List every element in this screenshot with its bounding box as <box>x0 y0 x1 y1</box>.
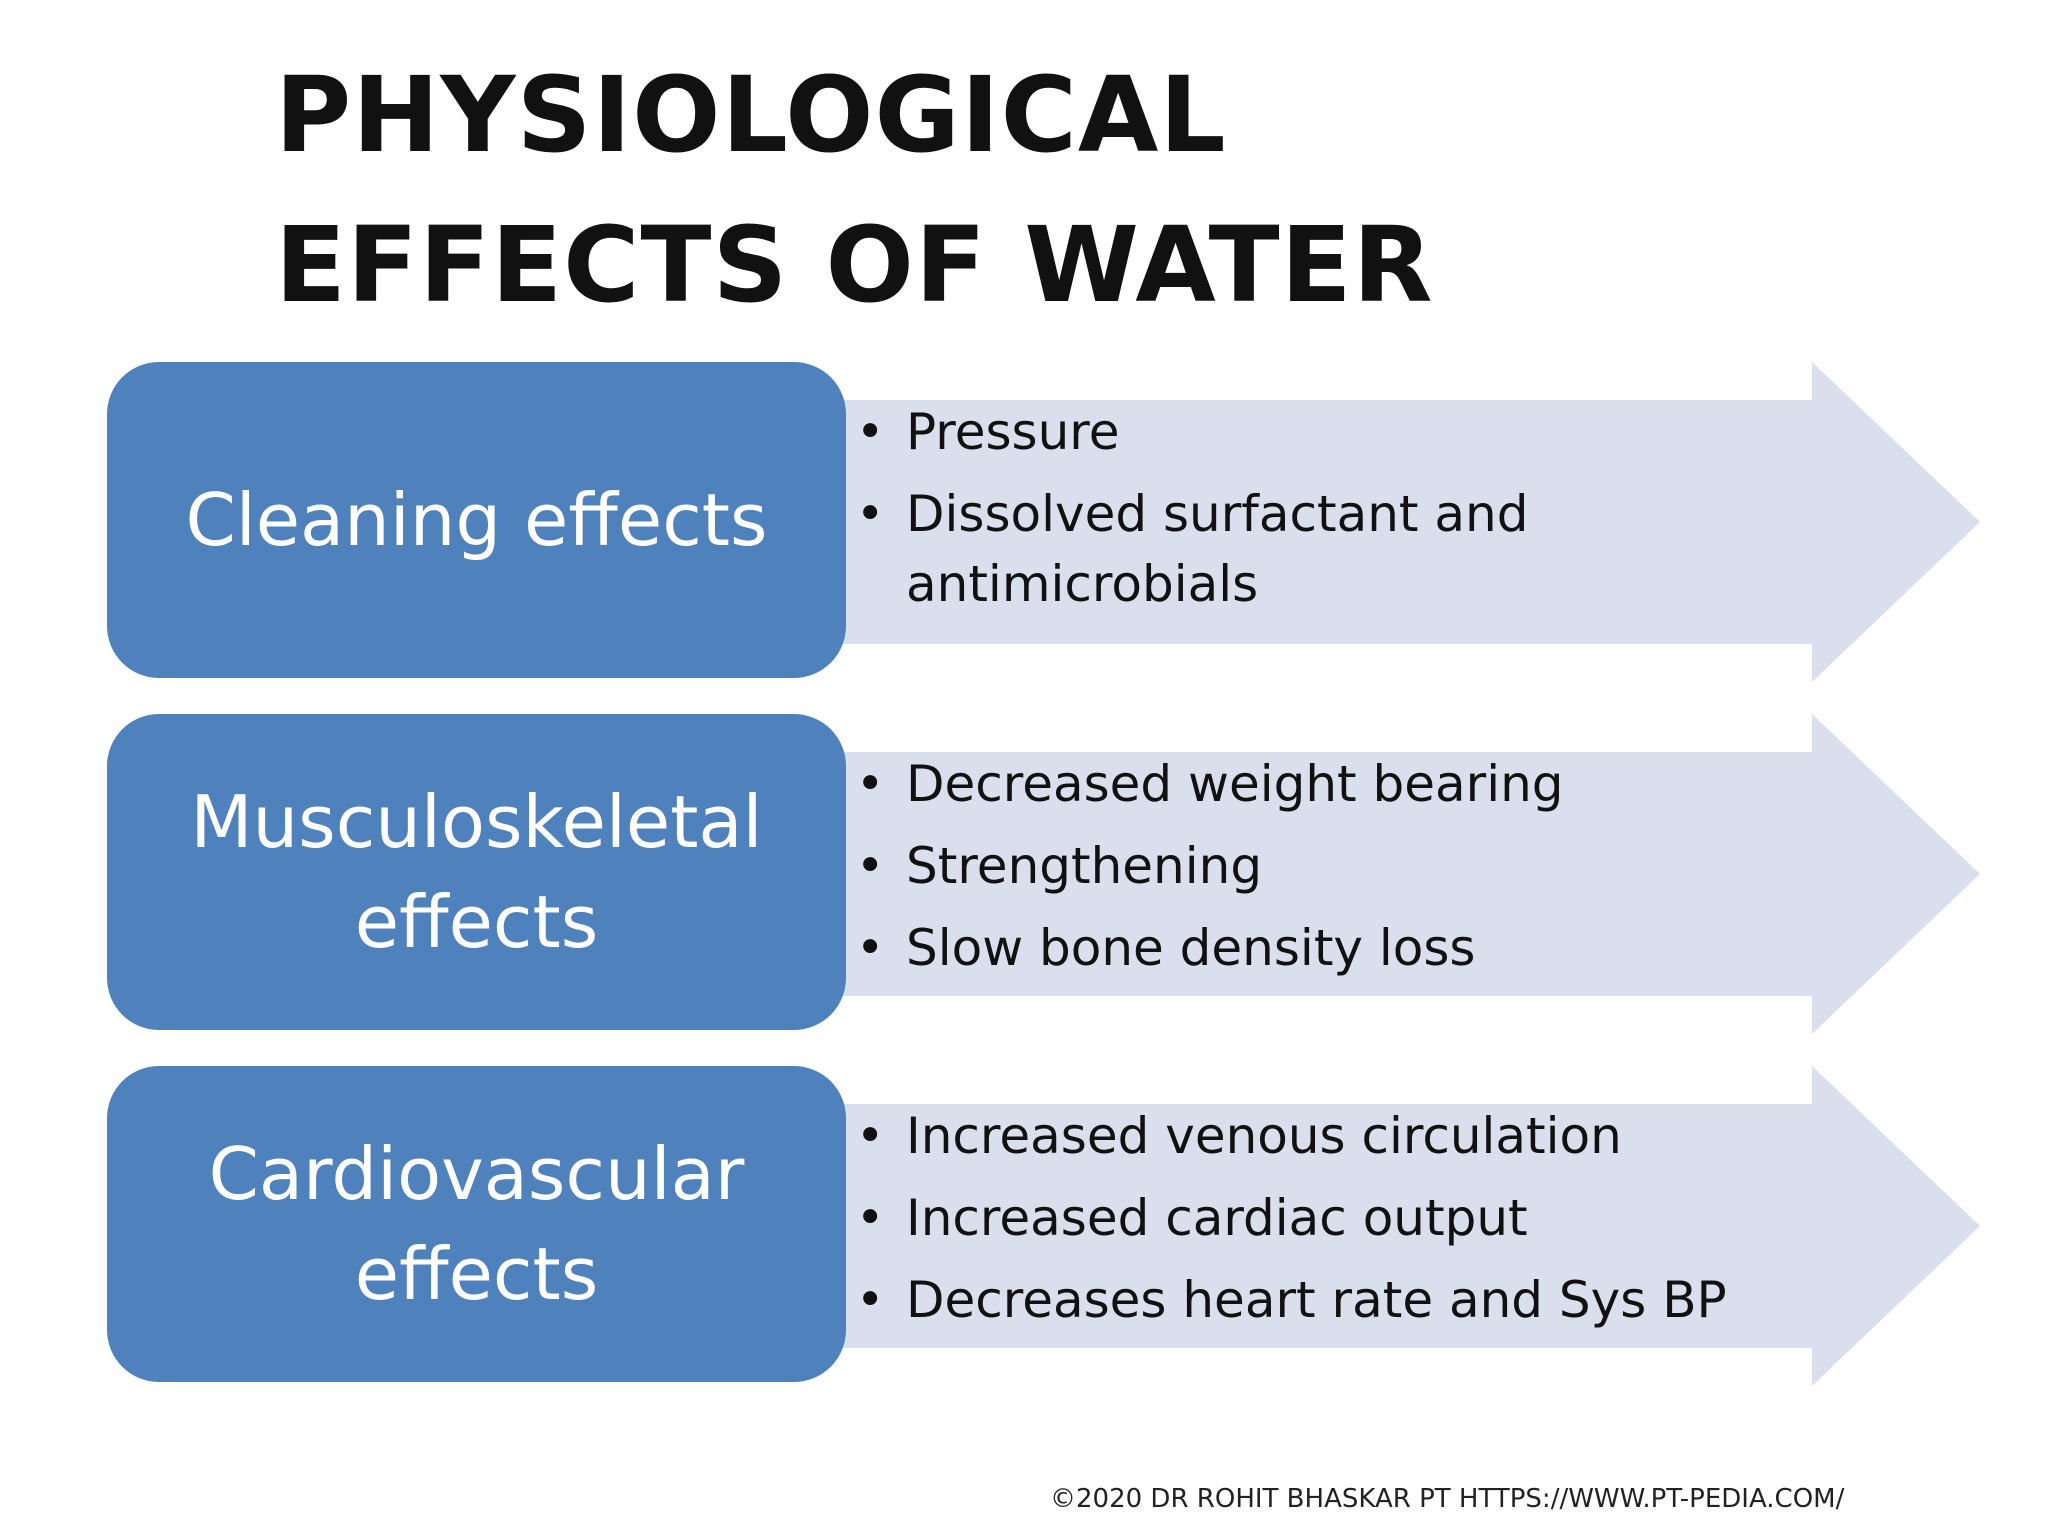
bullet-icon: • <box>856 1272 885 1328</box>
effect-list: • Decreased weight bearing • Strengthening… <box>848 749 1798 995</box>
arrow-shape <box>820 1066 1980 1386</box>
list-item: • Slow bone density loss <box>848 913 1798 983</box>
category-label: Cardiovascular effects <box>208 1132 745 1316</box>
bullet-icon: • <box>856 920 885 976</box>
bullet-icon: • <box>856 486 885 542</box>
bullet-icon: • <box>856 1190 885 1246</box>
effect-list: • Pressure • Dissolved surfactant and anti… <box>848 397 1798 631</box>
bullet-icon: • <box>856 1108 885 1164</box>
category-box: Cardiovascular effects <box>107 1066 846 1382</box>
bullet-icon: • <box>856 756 885 812</box>
category-box: Musculoskeletal effects <box>107 714 846 1030</box>
list-item: • Increased venous circulation <box>848 1101 1798 1171</box>
bullet-icon: • <box>856 838 885 894</box>
list-item: • Decreased weight bearing <box>848 749 1798 819</box>
list-item: • Pressure <box>848 397 1798 467</box>
list-item: • Strengthening <box>848 831 1798 901</box>
effect-row-cardiovascular: Cardiovascular effects • Increased venous… <box>0 1066 2048 1386</box>
list-item: • Decreases heart rate and Sys BP <box>848 1265 1798 1335</box>
list-item: • Dissolved surfactant and antimicrobials <box>848 479 1798 619</box>
category-box: Cleaning effects <box>107 362 846 678</box>
bullet-icon: • <box>856 404 885 460</box>
arrow-shape <box>820 362 1980 682</box>
list-item: • Increased cardiac output <box>848 1183 1798 1253</box>
category-label: Cleaning effects <box>185 478 768 562</box>
category-label: Musculoskeletal effects <box>190 780 763 964</box>
effect-row-musculoskeletal: Musculoskeletal effects • Decreased weigh… <box>0 714 2048 1034</box>
arrow-shape <box>820 714 1980 1034</box>
effect-list: • Increased venous circulation • Increased… <box>848 1101 1798 1347</box>
effect-row-cleaning: Cleaning effects • Pressure • Dissolved su… <box>0 362 2048 682</box>
page-title: PHYSIOLOGICAL EFFECTS OF WATER <box>275 54 1434 326</box>
copyright-footer: ©2020 DR ROHIT BHASKAR PT HTTPS://WWW.PT… <box>1050 1484 1845 1514</box>
